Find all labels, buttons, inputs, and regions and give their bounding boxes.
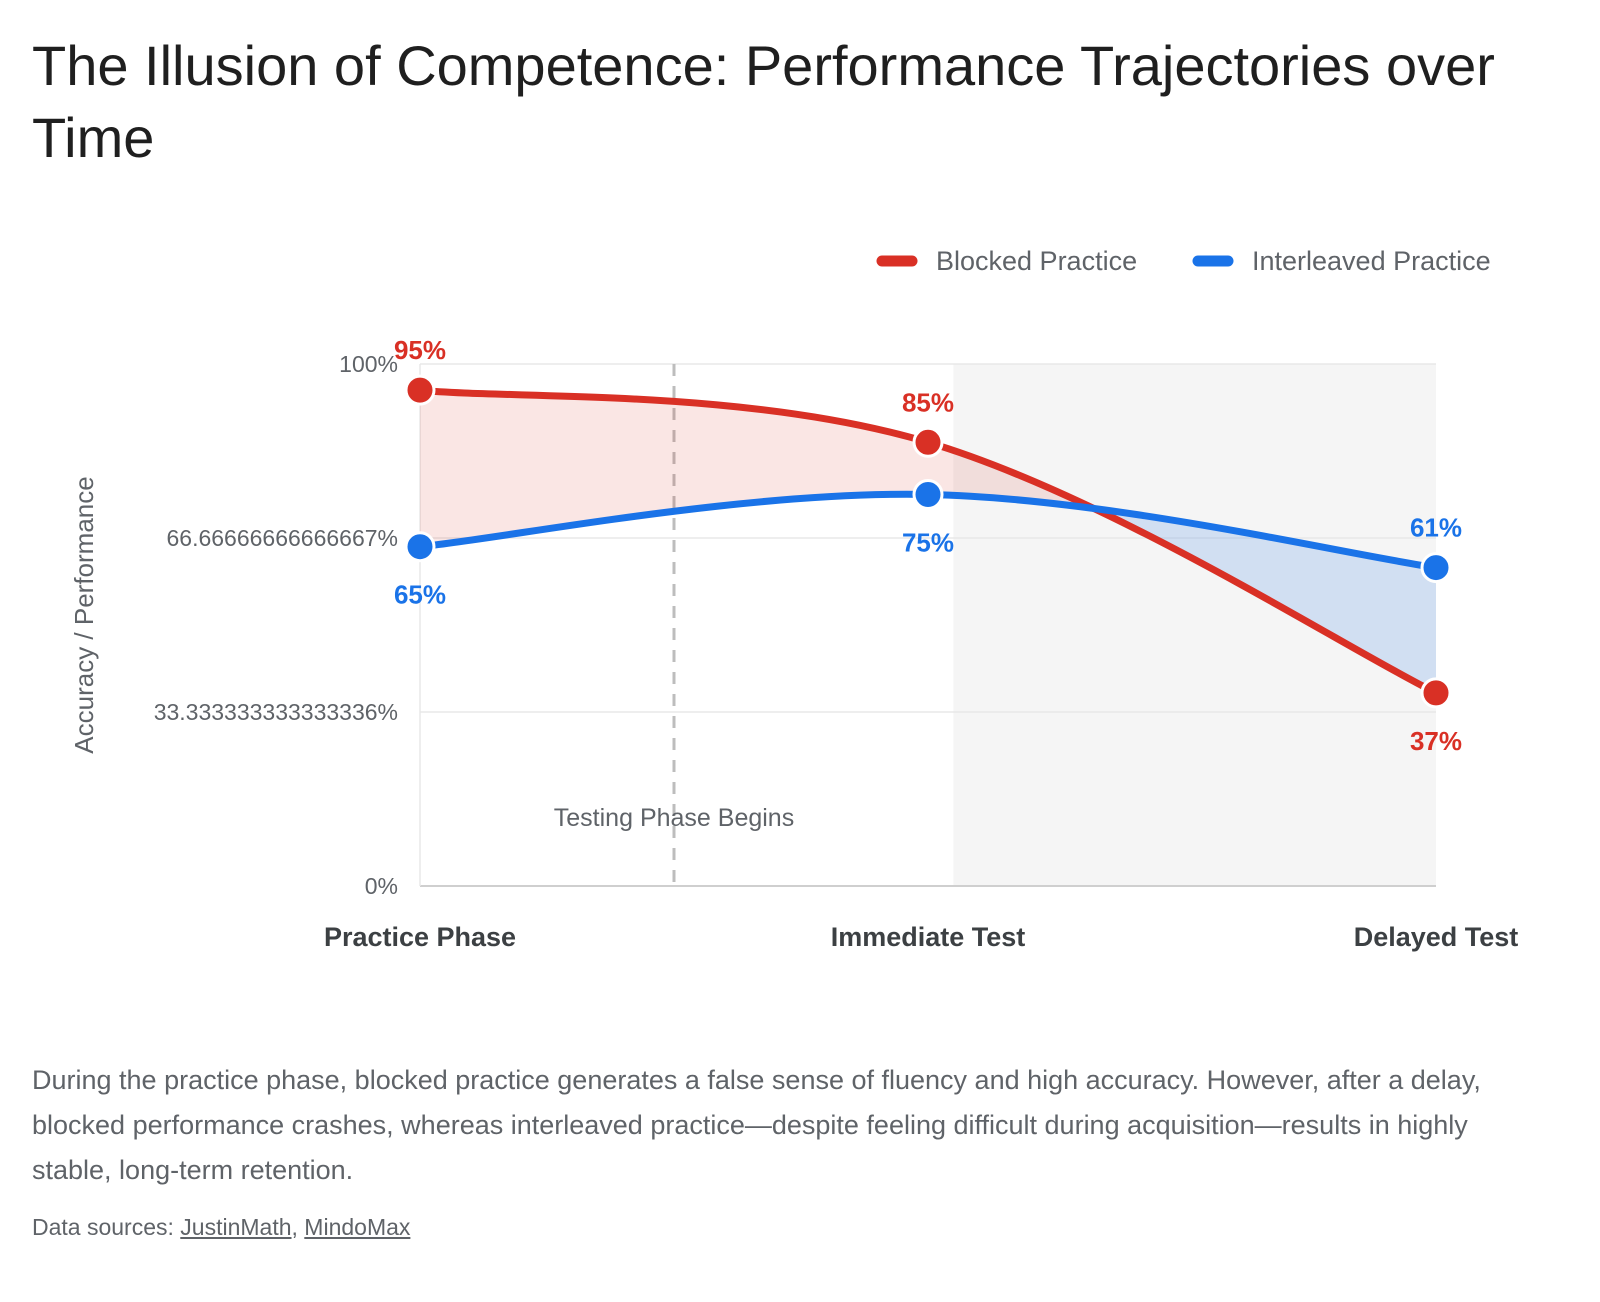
blocked-advantage-fill — [420, 390, 1436, 693]
x-category-label: Practice Phase — [324, 922, 516, 952]
source-link-mindomax[interactable]: MindoMax — [304, 1214, 411, 1240]
data-sources: Data sources: JustinMath, MindoMax — [32, 1214, 410, 1241]
sources-prefix: Data sources: — [32, 1214, 174, 1240]
blocked-practice-data-label: 95% — [394, 335, 446, 365]
y-axis-title: Accuracy / Performance — [69, 476, 99, 753]
y-tick-label: 33.333333333333336% — [154, 699, 398, 725]
blocked-practice-point — [1420, 677, 1452, 709]
interleaved-practice-data-label: 75% — [902, 528, 954, 558]
interleaved-practice-point — [1420, 552, 1452, 584]
blocked-practice-point — [404, 374, 436, 406]
legend-interleaved-label: Interleaved Practice — [1252, 246, 1491, 276]
x-category-label: Immediate Test — [831, 922, 1026, 952]
blocked-practice-data-label: 85% — [902, 387, 954, 417]
interleaved-practice-point — [912, 479, 944, 510]
interleaved-practice-point — [404, 531, 436, 563]
y-tick-label: 0% — [365, 873, 398, 899]
testing-region-shading — [953, 364, 1436, 886]
y-tick-label: 66.66666666666667% — [166, 525, 398, 551]
chart-caption: During the practice phase, blocked pract… — [32, 1065, 1481, 1185]
blocked-practice-point — [912, 426, 944, 458]
sources-separator: , — [291, 1214, 298, 1240]
y-tick-label: 100% — [339, 351, 398, 377]
testing-phase-annotation: Testing Phase Begins — [554, 804, 794, 832]
blocked-practice-data-label: 37% — [1410, 726, 1462, 756]
interleaved-practice-data-label: 61% — [1410, 513, 1462, 543]
x-category-label: Delayed Test — [1354, 922, 1519, 952]
legend-blocked-label: Blocked Practice — [936, 246, 1137, 276]
interleaved-practice-data-label: 65% — [394, 580, 446, 610]
chart-title: The Illusion of Competence: Performance … — [32, 34, 1495, 169]
source-link-justinmath[interactable]: JustinMath — [180, 1214, 292, 1240]
